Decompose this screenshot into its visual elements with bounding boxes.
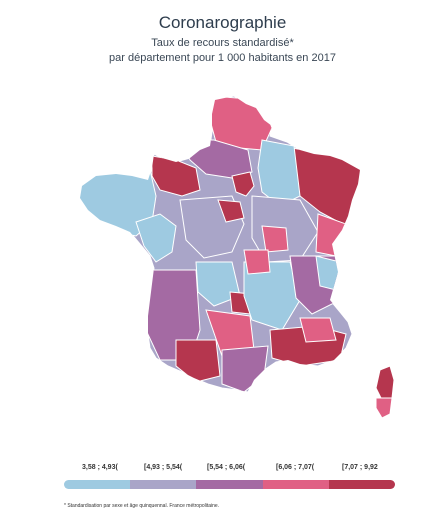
legend-swatch-class-1 [64, 480, 131, 489]
footnote: * Standardisation par sexe et âge quinqu… [64, 503, 220, 509]
region-paca-pink [299, 317, 337, 343]
legend-label-class-2: [4,93 ; 5,54( [144, 464, 183, 471]
legend-label-class-4: [6,06 ; 7,07( [276, 464, 315, 471]
legend-swatch-class-2 [130, 480, 197, 489]
map-title: Coronarographie [158, 13, 287, 32]
map-subtitle-line1: Taux de recours standardisé* [151, 37, 294, 49]
legend-label-class-1: 3,58 ; 4,93( [82, 464, 118, 471]
region-auvergne-pink [243, 249, 271, 275]
region-occitanie-east [221, 345, 269, 392]
department-regions [80, 96, 360, 392]
region-loire-west [135, 213, 177, 263]
region-limousin [195, 261, 241, 307]
region-occitanie-west [175, 339, 221, 383]
region-alps [315, 255, 341, 291]
legend-label-class-5: [7,07 ; 9,92 [342, 464, 378, 471]
legend-label-class-3: [5,54 ; 6,06( [207, 464, 246, 471]
region-centre-dark [217, 199, 245, 223]
legend-swatch-class-5 [328, 480, 395, 489]
map-subtitle-line2: par département pour 1 000 habitants en … [109, 52, 336, 64]
corsica-north [375, 365, 395, 401]
legend-swatch-class-4 [262, 480, 329, 489]
legend-labels: 3,58 ; 4,93( [4,93 ; 5,54( [5,54 ; 6,06(… [64, 464, 394, 476]
legend-color-bar [64, 480, 395, 489]
corsica-south [375, 397, 393, 419]
legend-swatch-class-3 [196, 480, 263, 489]
region-ile-de-france [231, 171, 255, 197]
region-normandy [151, 155, 201, 197]
region-bourgogne-pink [261, 225, 289, 253]
